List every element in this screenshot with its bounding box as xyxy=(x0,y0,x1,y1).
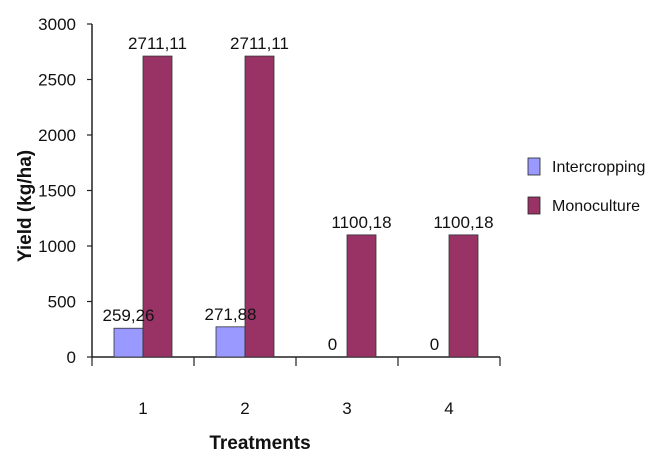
y-tick-label: 3000 xyxy=(38,15,76,34)
legend-label-monoculture: Monoculture xyxy=(552,198,640,215)
bar-monoculture-3 xyxy=(346,234,377,358)
x-axis-title: Treatments xyxy=(209,433,310,454)
bar-intercropping-1 xyxy=(113,327,144,358)
bar-monoculture-4 xyxy=(448,234,479,358)
data-label-intercropping-2: 271,88 xyxy=(205,305,257,324)
legend-swatch-monoculture xyxy=(527,196,541,215)
data-label-intercropping-4: 0 xyxy=(430,335,439,354)
y-tick-label: 1000 xyxy=(38,237,76,256)
bar-monoculture-1 xyxy=(142,55,173,358)
data-label-intercropping-3: 0 xyxy=(328,335,337,354)
y-axis-title: Yield (kg/ha) xyxy=(15,150,36,262)
data-label-monoculture-1: 2711,11 xyxy=(128,34,187,53)
legend-swatch-intercropping xyxy=(527,157,541,176)
y-tick-label: 2000 xyxy=(38,126,76,145)
data-label-monoculture-4: 1100,18 xyxy=(433,213,493,232)
y-tick-label: 500 xyxy=(48,293,76,312)
bar-monoculture-2 xyxy=(244,55,275,358)
x-tick-label: 1 xyxy=(138,399,147,418)
x-tick-label: 2 xyxy=(240,399,249,418)
bars xyxy=(113,55,479,358)
data-labels: 259,26 2711,11 271,88 2711,11 0 1100,18 0 1100,… xyxy=(103,34,494,354)
y-tick-label: 1500 xyxy=(38,182,76,201)
x-tick-label: 4 xyxy=(444,399,453,418)
bar-intercropping-2 xyxy=(215,326,246,358)
data-label-intercropping-1: 259,26 xyxy=(103,306,155,325)
x-axis-ticks: 1 2 3 4 xyxy=(91,357,501,418)
y-axis-ticks: 0 500 1000 1500 2000 2500 3000 xyxy=(38,15,92,367)
legend: Intercropping Monoculture xyxy=(527,157,645,215)
y-tick-label: 0 xyxy=(67,348,76,367)
legend-label-intercropping: Intercropping xyxy=(552,159,645,176)
data-label-monoculture-2: 2711,11 xyxy=(230,34,289,53)
data-label-monoculture-3: 1100,18 xyxy=(331,213,391,232)
x-tick-label: 3 xyxy=(342,399,351,418)
y-tick-label: 2500 xyxy=(38,71,76,90)
